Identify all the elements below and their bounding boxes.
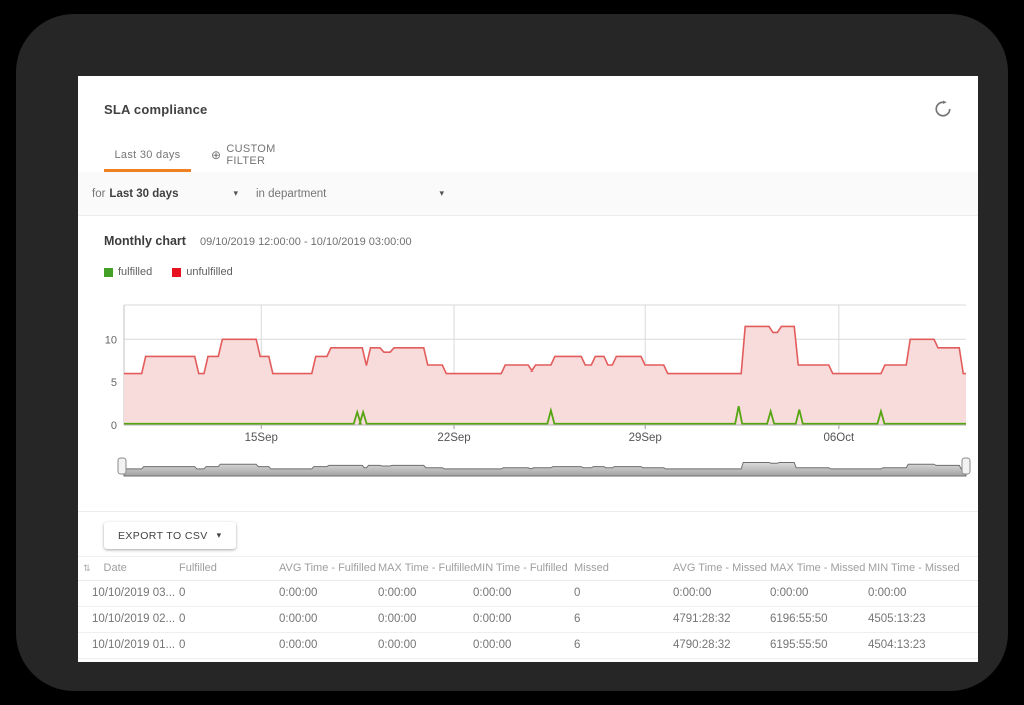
svg-text:06Oct: 06Oct	[824, 432, 855, 444]
table-cell: 0:00:00	[378, 606, 473, 633]
in-label: in	[256, 187, 265, 200]
window-frame: SLA compliance Last 30 days ⊕ CUSTOM FIL…	[16, 14, 1008, 691]
table-cell: 10/10/2019 03...	[78, 580, 179, 607]
column-header-date[interactable]: ⇅ Date	[78, 556, 179, 581]
table-cell: 6	[574, 632, 673, 659]
legend-item-unfulfilled[interactable]: unfulfilled	[172, 266, 233, 278]
svg-text:5: 5	[111, 377, 117, 389]
period-value: Last 30 days	[109, 187, 179, 200]
chevron-down-icon: ▾	[216, 530, 222, 540]
tab-last-30-days[interactable]: Last 30 days	[104, 138, 191, 172]
table-row[interactable]: 10/10/2019 02... 0 0:00:00 0:00:00 0:00:00 6 4…	[78, 606, 978, 633]
monthly-chart[interactable]: 0 5 10 15Sep 22Sep 29Sep 06Oct	[78, 291, 978, 451]
chevron-down-icon: ▾	[233, 188, 238, 198]
legend-label: unfulfilled	[186, 266, 233, 278]
period-dropdown[interactable]: for Last 30 days ▾	[92, 172, 238, 215]
column-header-min-time-fulfilled[interactable]: MIN Time - Fulfilled	[473, 556, 574, 581]
export-to-csv-button[interactable]: EXPORT TO CSV ▾	[104, 522, 236, 549]
svg-text:29Sep: 29Sep	[629, 432, 662, 444]
table-cell: 0	[179, 606, 279, 633]
department-value: department	[268, 187, 327, 200]
column-header-max-time-fulfilled[interactable]: MAX Time - Fulfilled	[378, 556, 473, 581]
svg-text:22Sep: 22Sep	[437, 432, 470, 444]
chart-title: Monthly chart	[104, 234, 186, 248]
unfulfilled-swatch	[172, 267, 182, 277]
chart-date-range: 09/10/2019 12:00:00 - 10/10/2019 03:00:0…	[199, 236, 412, 248]
chart-section-header: Monthly chart 09/10/2019 12:00:00 - 10/1…	[104, 234, 412, 248]
table-cell: 6195:55:50	[770, 632, 868, 659]
table-cell: 0:00:00	[473, 580, 574, 607]
table-cell: 6196:55:50	[770, 606, 868, 633]
column-header-missed[interactable]: Missed	[574, 556, 673, 581]
table-cell: 4505:13:23	[868, 606, 978, 633]
tab-label: CUSTOM FILTER	[226, 142, 276, 167]
active-tab-underline	[104, 169, 191, 172]
table-cell: 0:00:00	[770, 580, 868, 607]
table-row[interactable]: 10/10/2019 03... 0 0:00:00 0:00:00 0:00:00 0 0…	[78, 580, 978, 607]
column-header-avg-time-missed[interactable]: AVG Time - Missed	[673, 556, 770, 581]
table-cell: 6	[574, 606, 673, 633]
table-header-row: ⇅ Date Fulfilled AVG Time - Fulfilled MAX Ti…	[78, 556, 978, 581]
filter-bar: for Last 30 days ▾ in department ▾	[78, 172, 978, 216]
slider-track[interactable]	[123, 461, 967, 477]
fulfilled-swatch	[104, 267, 113, 277]
period-dropdown-text: for Last 30 days	[92, 188, 178, 200]
column-header-fulfilled[interactable]: Fulfilled	[179, 556, 279, 581]
sla-compliance-panel: SLA compliance Last 30 days ⊕ CUSTOM FIL…	[78, 76, 978, 662]
table-cell: 4504:13:23	[868, 632, 978, 659]
for-label: for	[92, 187, 106, 200]
slider-handle-left[interactable]	[117, 457, 127, 475]
table-cell: 0:00:00	[473, 606, 574, 633]
column-header-min-time-missed[interactable]: MIN Time - Missed	[868, 556, 978, 581]
table-cell: 0:00:00	[279, 632, 378, 659]
table-cell: 0	[574, 580, 673, 607]
table-cell: 0	[179, 632, 279, 659]
table-cell: 0	[179, 580, 279, 607]
legend-item-fulfilled[interactable]: fulfilled	[104, 266, 152, 278]
table-cell: 0:00:00	[378, 632, 473, 659]
column-header-avg-time-fulfilled[interactable]: AVG Time - Fulfilled	[279, 556, 378, 581]
sort-icon[interactable]: ⇅	[83, 563, 91, 573]
table-cell: 10/10/2019 01...	[78, 632, 179, 659]
table-cell: 10/10/2019 02...	[78, 606, 179, 633]
table-row[interactable]: 10/10/2019 01... 0 0:00:00 0:00:00 0:00:00 6 4…	[78, 632, 978, 659]
slider-handle-right[interactable]	[961, 457, 971, 475]
sla-results-table: ⇅ Date Fulfilled AVG Time - Fulfilled MAX Ti…	[78, 556, 978, 659]
svg-text:15Sep: 15Sep	[245, 432, 278, 444]
chevron-down-icon: ▾	[439, 188, 444, 198]
refresh-icon	[935, 100, 951, 117]
refresh-button[interactable]	[934, 100, 952, 118]
table-cell: 4791:28:32	[673, 606, 770, 633]
chart-legend: fulfilled unfulfilled	[104, 266, 253, 278]
department-dropdown-text: in department	[256, 188, 326, 200]
tab-bar: Last 30 days ⊕ CUSTOM FILTER	[78, 138, 978, 173]
table-cell: 0:00:00	[473, 632, 574, 659]
legend-label: fulfilled	[118, 266, 153, 278]
column-header-max-time-missed[interactable]: MAX Time - Missed	[770, 556, 868, 581]
table-cell: 0:00:00	[673, 580, 770, 607]
page-title: SLA compliance	[104, 102, 208, 117]
export-button-label: EXPORT TO CSV	[118, 529, 208, 542]
table-cell: 0:00:00	[868, 580, 978, 607]
tab-custom-filter[interactable]: ⊕ CUSTOM FILTER	[211, 138, 307, 171]
department-dropdown[interactable]: in department ▾	[256, 172, 444, 215]
plus-circle-icon: ⊕	[211, 147, 222, 162]
tab-label: Last 30 days	[114, 148, 181, 161]
section-divider	[78, 511, 978, 512]
svg-text:10: 10	[105, 334, 117, 346]
table-cell: 0:00:00	[279, 606, 378, 633]
table-cell: 0:00:00	[279, 580, 378, 607]
svg-text:0: 0	[111, 420, 117, 432]
table-cell: 0:00:00	[378, 580, 473, 607]
table-cell: 4790:28:32	[673, 632, 770, 659]
chart-range-slider[interactable]	[78, 451, 978, 481]
